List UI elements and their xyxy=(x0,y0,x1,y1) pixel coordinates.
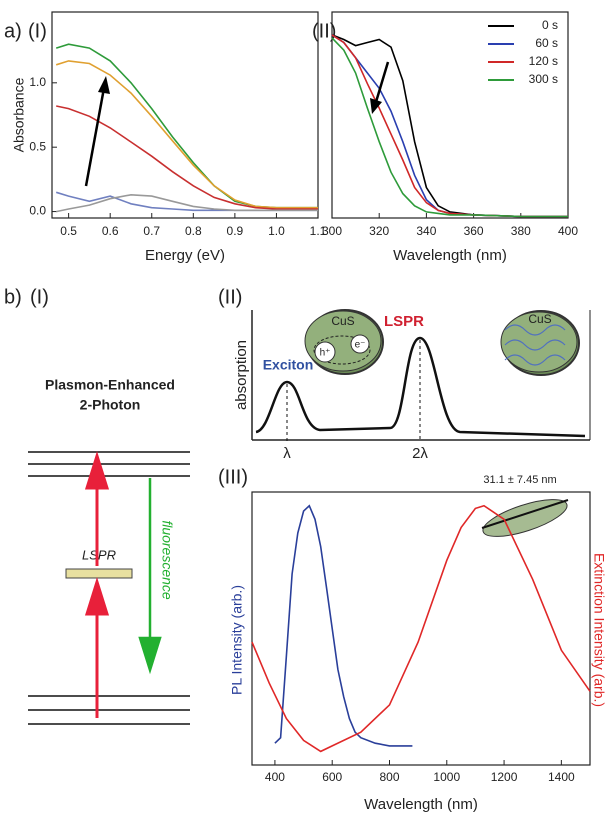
x-tick-label: 0.8 xyxy=(185,224,202,238)
x-tick-label: 1200 xyxy=(491,770,518,784)
energy-diagram: Plasmon-Enhanced 2-Photon LSPR fluoresce… xyxy=(28,377,190,725)
trend-arrowhead xyxy=(98,76,110,94)
panel-label: (I) xyxy=(30,286,49,308)
y-axis-label: absorption xyxy=(233,340,250,410)
data-line xyxy=(56,193,318,213)
y-axis-label: Absorbance xyxy=(11,77,27,152)
data-line xyxy=(274,504,413,747)
annotation: 31.1 ± 7.45 nm xyxy=(483,474,556,486)
x-tick-label: 1.0 xyxy=(268,224,285,238)
x-axis-label: Wavelength (nm) xyxy=(364,796,478,813)
x-tick-label: 0.5 xyxy=(60,224,77,238)
x-tick-label: 400 xyxy=(265,770,285,784)
x-label: λ xyxy=(283,445,291,462)
x-label: 2λ xyxy=(412,445,428,462)
x-tick-label: 800 xyxy=(379,770,399,784)
schematic: absorption Exciton LSPR λ 2λ CuS h⁺ e⁻ C… xyxy=(233,309,591,462)
data-line xyxy=(331,37,568,218)
trend-arrow xyxy=(84,87,106,187)
diagram-title: Plasmon-Enhanced xyxy=(45,377,175,393)
y-tick-label: 1.0 xyxy=(29,75,46,89)
x-tick-label: 600 xyxy=(322,770,342,784)
data-line xyxy=(55,43,318,209)
panel-label: (II) xyxy=(218,286,242,308)
hole-label: h⁺ xyxy=(320,348,331,359)
particle-label: CuS xyxy=(331,314,354,328)
y2-axis-label: Extinction Intensity (arb.) xyxy=(591,553,607,707)
x-tick-label: 1400 xyxy=(548,770,575,784)
plot-frame xyxy=(331,11,569,219)
x-tick-label: 380 xyxy=(511,224,531,238)
lspr-label: LSPR xyxy=(82,547,116,562)
panel-label: b) xyxy=(4,286,22,308)
x-tick-label: 0.9 xyxy=(227,224,244,238)
nanorod-icon xyxy=(481,499,569,537)
x-tick-label: 320 xyxy=(369,224,389,238)
panel-label: a) xyxy=(4,20,22,42)
x-axis-label: Energy (eV) xyxy=(145,247,225,264)
diagram-title: 2-Photon xyxy=(80,397,141,413)
legend-label: 60 s xyxy=(535,36,558,50)
panel-label: (I) xyxy=(28,20,47,42)
data-line xyxy=(251,504,591,753)
trend-arrowhead xyxy=(370,98,382,114)
plot-frame xyxy=(51,11,319,219)
x-tick-label: 360 xyxy=(464,224,484,238)
x-tick-label: 300 xyxy=(322,224,342,238)
x-tick-label: 1000 xyxy=(433,770,460,784)
lspr-label: LSPR xyxy=(384,313,424,330)
legend-label: 0 s xyxy=(542,18,558,32)
particle-label: CuS xyxy=(528,312,551,326)
data-line xyxy=(56,105,318,210)
x-axis-label: Wavelength (nm) xyxy=(393,247,507,264)
fluorescence-label: fluorescence xyxy=(159,520,175,600)
legend-label: 120 s xyxy=(529,54,558,68)
electron-label: e⁻ xyxy=(355,340,366,351)
lspr-level xyxy=(65,568,133,579)
panel-label: (III) xyxy=(218,466,248,488)
data-line xyxy=(55,60,318,209)
y-tick-label: 0.0 xyxy=(29,204,46,218)
x-tick-label: 0.6 xyxy=(102,224,119,238)
x-tick-label: 400 xyxy=(558,224,578,238)
x-tick-label: 340 xyxy=(416,224,436,238)
x-tick-label: 1.1 xyxy=(310,224,327,238)
y-axis-label: PL Intensity (arb.) xyxy=(229,585,245,695)
x-tick-label: 0.7 xyxy=(143,224,160,238)
legend-label: 300 s xyxy=(529,72,558,86)
exciton-label: Exciton xyxy=(263,357,314,373)
y-tick-label: 0.5 xyxy=(29,139,46,153)
trend-arrow xyxy=(374,61,390,103)
plot-frame xyxy=(251,491,591,766)
